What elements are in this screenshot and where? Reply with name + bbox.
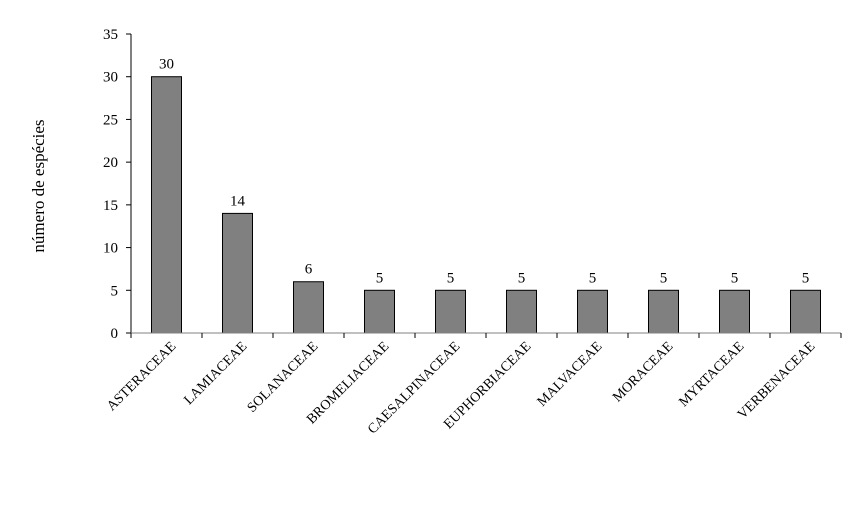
y-tick-label: 10 bbox=[103, 241, 118, 257]
y-axis: 0 5 10 15 20 25 30 35 bbox=[103, 27, 132, 342]
x-tick-label: VERBENACEAE bbox=[735, 339, 818, 422]
data-label: 5 bbox=[589, 270, 597, 286]
x-tick-label: ASTERACEAE bbox=[104, 339, 179, 414]
data-label: 5 bbox=[518, 270, 526, 286]
data-label: 5 bbox=[731, 270, 739, 286]
bar bbox=[790, 289, 821, 334]
data-label: 6 bbox=[305, 262, 313, 278]
data-label: 5 bbox=[802, 270, 810, 286]
data-label: 30 bbox=[159, 57, 174, 73]
data-label: 5 bbox=[660, 270, 668, 286]
bar bbox=[222, 212, 253, 334]
x-tick-label: LAMIACEAE bbox=[181, 339, 250, 408]
y-tick-label: 20 bbox=[103, 155, 118, 171]
y-tick-label: 5 bbox=[111, 283, 119, 299]
bar bbox=[506, 289, 537, 334]
x-axis: ASTERACEAE LAMIACEAESOLANACEAEBROMELIACEA… bbox=[104, 332, 842, 437]
x-tick-label: SOLANACEAE bbox=[245, 339, 322, 416]
y-tick-label: 30 bbox=[103, 70, 118, 86]
data-label: 5 bbox=[376, 270, 384, 286]
x-tick-label: MORACEAE bbox=[610, 339, 676, 405]
x-tick-label: MALVACEAE bbox=[535, 339, 606, 410]
bar bbox=[293, 281, 324, 334]
x-tick-label: MYRTACEAE bbox=[677, 339, 748, 410]
data-label: 14 bbox=[230, 193, 246, 209]
bars: 30 14 6 5 5 5 5 5 5 5 bbox=[151, 57, 821, 334]
bar bbox=[719, 289, 750, 334]
bar bbox=[435, 289, 466, 334]
y-tick-label: 35 bbox=[103, 27, 118, 43]
y-tick-label: 0 bbox=[111, 326, 119, 342]
y-tick-label: 15 bbox=[103, 198, 118, 214]
data-label: 5 bbox=[447, 270, 455, 286]
y-tick-label: 25 bbox=[103, 112, 118, 128]
bar bbox=[577, 289, 608, 334]
y-axis-label: número de espécies bbox=[29, 119, 48, 252]
bar bbox=[151, 76, 182, 334]
bar bbox=[364, 289, 395, 334]
bar bbox=[648, 289, 679, 334]
